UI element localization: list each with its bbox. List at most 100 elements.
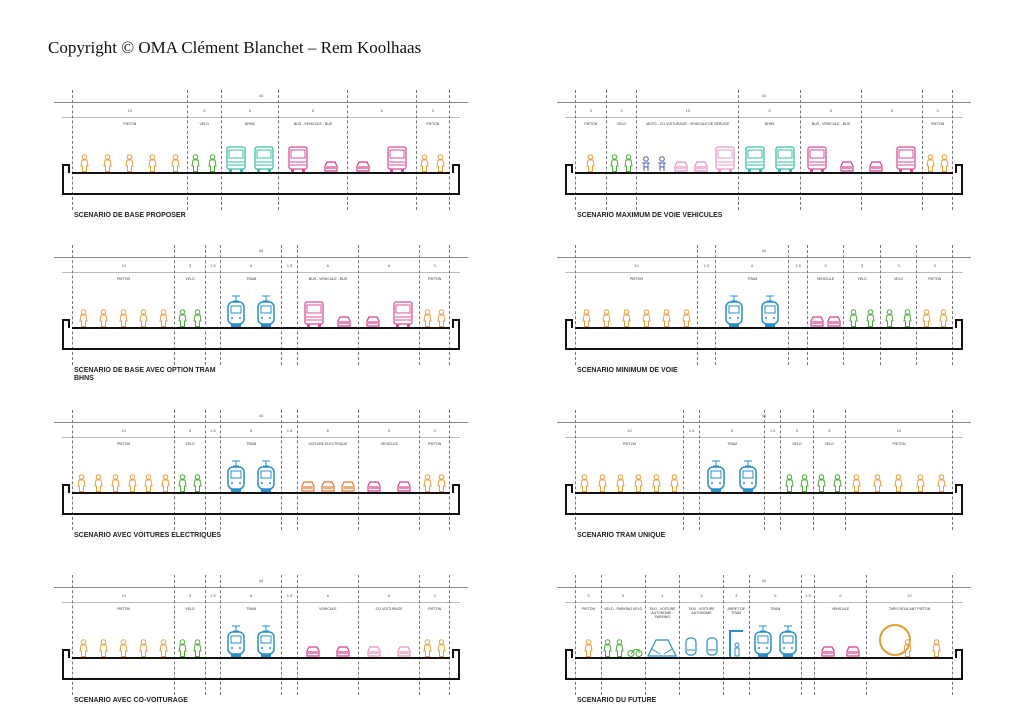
lane: 5 BHNS bbox=[220, 90, 278, 210]
total-width: 44 bbox=[761, 248, 767, 253]
lane-users bbox=[801, 144, 861, 172]
curb bbox=[62, 164, 70, 173]
lane: 1.5 bbox=[281, 575, 296, 695]
person-icon bbox=[937, 474, 946, 492]
person-icon bbox=[902, 639, 912, 657]
lane-users bbox=[700, 460, 764, 492]
lane-label: BUS - VEHICULE - BUS bbox=[293, 122, 333, 126]
lane: 10 PIETON bbox=[575, 410, 683, 530]
lane-users bbox=[808, 299, 844, 327]
lane-label: BUS - VEHICULE - BUS bbox=[811, 122, 850, 126]
dimension-line bbox=[62, 437, 460, 438]
lane: 5 VELO - PARKING VELO bbox=[601, 575, 644, 695]
lane: 6 bbox=[346, 90, 416, 210]
scenario-caption: SCENARIO AVEC VOITURES ELECTRIQUES bbox=[74, 532, 222, 539]
lane-label: VEHICULE bbox=[816, 277, 835, 281]
lane: 6 VEHICULE bbox=[358, 410, 419, 530]
lane-width: 6 bbox=[730, 428, 734, 433]
road-section-box bbox=[565, 485, 963, 515]
person-icon bbox=[662, 309, 671, 327]
lane-users bbox=[576, 144, 606, 172]
curb bbox=[62, 319, 70, 328]
road-surface bbox=[72, 172, 450, 174]
lane: 10 PIETON bbox=[72, 245, 174, 365]
lane: 4 TAXI - VOITURE AUTONOME - PARKING bbox=[644, 575, 680, 695]
lane: 10 PIETON bbox=[72, 575, 174, 695]
curb bbox=[955, 164, 963, 173]
car-icon bbox=[821, 646, 835, 657]
lane-users bbox=[298, 629, 358, 657]
lane-width: 3 bbox=[933, 263, 936, 268]
lane-width: 10 bbox=[627, 428, 632, 433]
car-icon bbox=[337, 316, 352, 327]
lane-users bbox=[576, 629, 601, 657]
lane: 6 BUS - VEHICULE - BUS bbox=[799, 90, 861, 210]
lane-users bbox=[917, 299, 952, 327]
lane-users bbox=[298, 299, 358, 327]
person-icon bbox=[602, 309, 611, 327]
person-icon bbox=[125, 154, 134, 172]
lane-width: 10 bbox=[907, 593, 912, 598]
lane-width: 1.5 bbox=[769, 428, 776, 433]
lane-label: PIETON bbox=[623, 442, 636, 446]
person-icon bbox=[939, 309, 948, 327]
lane: 10 PIETON bbox=[72, 90, 187, 210]
person-icon bbox=[437, 639, 446, 657]
lane: 6 CO-VOITURAGE bbox=[358, 575, 419, 695]
tram-icon bbox=[257, 625, 276, 657]
lane-width: 1.5 bbox=[805, 593, 811, 598]
person-icon bbox=[921, 309, 931, 327]
lane-users bbox=[188, 144, 221, 172]
lane-label: PIETON bbox=[426, 122, 440, 126]
person-icon bbox=[642, 309, 651, 327]
car-icon bbox=[397, 481, 411, 492]
car-icon bbox=[367, 481, 381, 492]
road-surface bbox=[72, 327, 450, 329]
lane: 1.5 bbox=[281, 410, 296, 530]
lane-width: 3 bbox=[587, 593, 590, 598]
lane-width: 10 bbox=[127, 108, 132, 113]
lightcar-icon bbox=[367, 646, 381, 657]
lane-users bbox=[279, 144, 347, 172]
lane: 3 PIETON bbox=[419, 410, 450, 530]
road-section-box bbox=[565, 165, 963, 195]
tram-icon bbox=[227, 460, 245, 492]
lane: 1.5 bbox=[683, 410, 699, 530]
lane-label: TRAM bbox=[770, 607, 781, 611]
dimension-line bbox=[557, 257, 971, 258]
lane-users bbox=[221, 460, 281, 492]
cyclist-icon bbox=[193, 639, 202, 657]
curb bbox=[565, 649, 573, 658]
lane-label: TRAM bbox=[246, 607, 257, 611]
lane-width: 6 bbox=[326, 593, 330, 598]
lane-width: 6 bbox=[388, 593, 391, 598]
lane-width: 4 bbox=[661, 593, 664, 598]
tram-icon bbox=[707, 460, 725, 492]
lane-label: MOTO - CO-VOITURAGE - VEHICULE DE SERVIC… bbox=[646, 122, 730, 126]
lane-users bbox=[175, 464, 205, 492]
lane-users bbox=[680, 629, 722, 657]
person-icon bbox=[873, 474, 882, 492]
lane-width: 6 bbox=[326, 428, 330, 433]
road-section-box bbox=[62, 320, 460, 350]
lane-width: 6 bbox=[388, 263, 391, 268]
moto-icon bbox=[657, 156, 667, 172]
lane-label: VELO - PARKING VELO bbox=[604, 607, 643, 611]
dimension-line bbox=[62, 272, 460, 273]
lane-users bbox=[716, 295, 788, 327]
lane-width: 3 bbox=[188, 593, 192, 598]
road-section-box bbox=[62, 485, 460, 515]
lane-label: PIETON bbox=[117, 277, 131, 281]
lane: 3 VELO bbox=[174, 410, 205, 530]
dimension-line bbox=[565, 602, 963, 603]
lightcar-icon bbox=[674, 161, 688, 172]
lane: 3 PIETON bbox=[916, 245, 953, 365]
lane: 6 BUS - VEHICULE - BUS bbox=[278, 90, 347, 210]
scenario-caption: SCENARIO MAXIMUM DE VOIE VEHICULES bbox=[577, 212, 723, 219]
lane-users bbox=[73, 629, 174, 657]
lane: 3 VELO bbox=[879, 245, 917, 365]
person-icon bbox=[932, 639, 942, 657]
person-icon bbox=[598, 474, 607, 492]
person-icon bbox=[584, 639, 593, 657]
lane: 3 VELO bbox=[780, 410, 812, 530]
